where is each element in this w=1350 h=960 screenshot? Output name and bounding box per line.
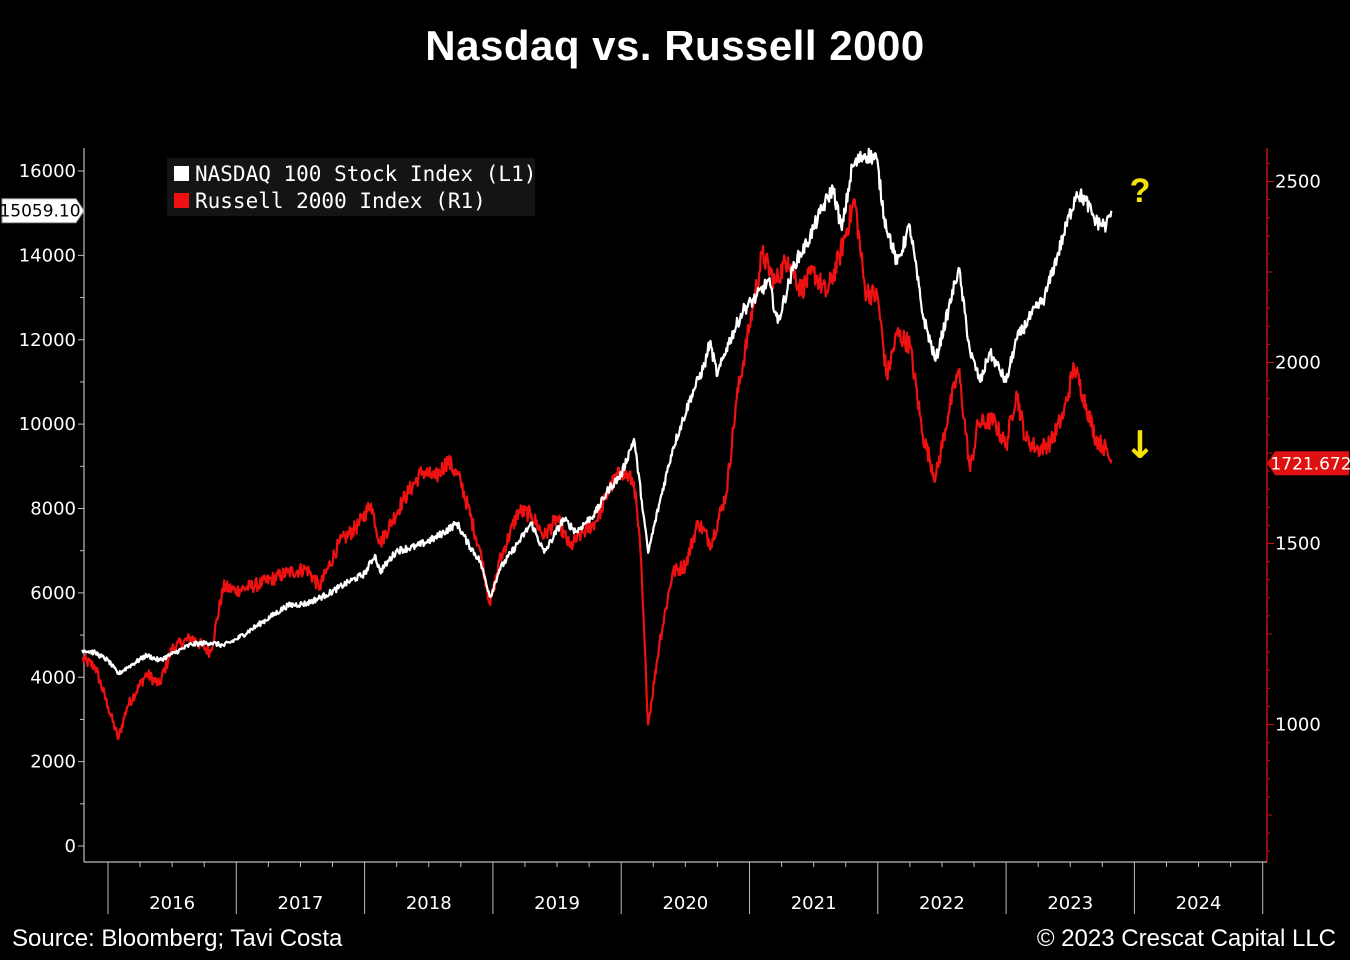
russell-last-value: 1721.672 [1270,454,1350,474]
x-tick-label: 2019 [534,893,580,914]
x-tick-label: 2023 [1047,893,1093,914]
right-tick-label: 2500 [1275,172,1321,193]
nasdaq-series-line [81,147,1113,676]
russell-last-value-badge [1267,451,1349,476]
right-tick-label: 2000 [1275,353,1321,374]
left-tick-label: 14000 [19,245,76,266]
series-layer [81,147,1113,741]
x-tick-label: 2024 [1176,893,1222,914]
question-mark-annotation: ? [1130,172,1151,210]
legend-label-russell: Russell 2000 Index (R1) [195,189,486,213]
source-note: Source: Bloomberg; Tavi Costa [12,925,343,952]
x-tick-label: 2016 [149,893,195,914]
left-tick-label: 4000 [30,667,76,688]
x-tick-label: 2020 [662,893,708,914]
legend-label-nasdaq: NASDAQ 100 Stock Index (L1) [195,162,536,186]
right-tick-label: 1000 [1275,715,1321,736]
x-tick-label: 2021 [791,893,837,914]
left-tick-label: 2000 [30,752,76,773]
x-tick-label: 2017 [278,893,324,914]
left-tick-label: 12000 [19,330,76,351]
right-tick-label: 1500 [1275,534,1321,555]
copyright-note: © 2023 Crescat Capital LLC [1036,925,1336,952]
left-tick-label: 16000 [19,161,76,182]
nasdaq-last-value-badge [1,198,85,224]
x-tick-label: 2022 [919,893,965,914]
left-tick-label: 0 [65,836,76,857]
down-arrow-annotation: ↓ [1124,423,1156,467]
legend-swatch-nasdaq [174,166,189,181]
chart-title: Nasdaq vs. Russell 2000 [425,22,925,69]
axes: 0 2000 4000 6000 8000 10000 12000 14000 16000 100… [19,148,1321,914]
legend-swatch-russell [174,193,189,208]
x-tick-label: 2018 [406,893,452,914]
annotations: ?↓ [1124,172,1156,467]
value-labels: 15059.10 1721.672 [0,198,1350,476]
russell-series-line [81,198,1113,741]
legend-box [167,158,535,216]
left-tick-label: 6000 [30,583,76,604]
left-tick-label: 10000 [19,414,76,435]
left-tick-label: 8000 [30,499,76,520]
legend: NASDAQ 100 Stock Index (L1) Russell 2000 … [167,158,536,216]
nasdaq-last-value: 15059.10 [0,202,81,222]
